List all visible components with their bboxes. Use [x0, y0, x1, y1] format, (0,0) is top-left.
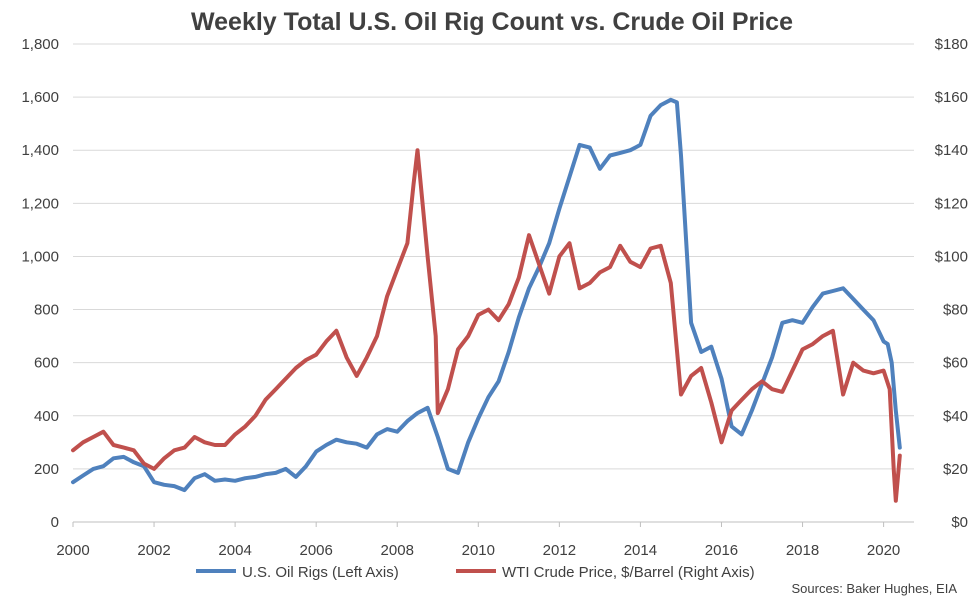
- y-left-tick-label: 1,400: [21, 142, 59, 159]
- x-tick-label: 2018: [786, 542, 819, 559]
- y-left-tick-label: 1,000: [21, 248, 59, 265]
- y-right-tick-label: $160: [935, 89, 968, 106]
- y-right-tick-label: $40: [943, 408, 968, 425]
- x-tick-label: 2000: [56, 542, 89, 559]
- legend-label: U.S. Oil Rigs (Left Axis): [242, 564, 399, 581]
- y-right-tick-label: $180: [935, 36, 968, 53]
- x-tick-label: 2020: [867, 542, 900, 559]
- x-tick-label: 2008: [381, 542, 414, 559]
- x-tick-label: 2006: [299, 542, 332, 559]
- y-left-tick-label: 200: [34, 461, 59, 478]
- gridlines: [73, 43, 914, 523]
- x-tick-label: 2012: [543, 542, 576, 559]
- chart-title: Weekly Total U.S. Oil Rig Count vs. Crud…: [191, 8, 793, 36]
- x-tick-label: 2004: [218, 542, 251, 559]
- y-left-tick-label: 600: [34, 355, 59, 372]
- x-tick-label: 2010: [462, 542, 495, 559]
- wti-price-line: [71, 148, 902, 503]
- y-left-tick-label: 0: [51, 514, 59, 531]
- y-left-tick-label: 1,200: [21, 195, 59, 212]
- series-lines: [71, 97, 902, 503]
- source-note: Sources: Baker Hughes, EIA: [792, 581, 958, 596]
- y-left-tick-label: 800: [34, 302, 59, 319]
- y-right-tick-label: $20: [943, 461, 968, 478]
- oil-rigs-line: [71, 97, 902, 493]
- y-right-tick-label: $140: [935, 142, 968, 159]
- x-tick-label: 2014: [624, 542, 657, 559]
- y-right-tick-label: $120: [935, 195, 968, 212]
- y-right-tick-label: $80: [943, 302, 968, 319]
- y-left-tick-label: 1,600: [21, 89, 59, 106]
- y-left-tick-label: 400: [34, 408, 59, 425]
- x-tick-label: 2002: [137, 542, 170, 559]
- y-axis-left: 0 200 400 600 800 1,000 1,200 1,400 1,600 1,800: [21, 36, 59, 531]
- y-right-tick-label: $100: [935, 248, 968, 265]
- y-right-tick-label: $0: [951, 514, 968, 531]
- legend-label: WTI Crude Price, $/Barrel (Right Axis): [502, 564, 755, 581]
- x-axis: 2000 2002 2004 2006 2008 2010 2012 2014 2016 2018…: [56, 522, 900, 559]
- y-left-tick-label: 1,800: [21, 36, 59, 53]
- x-tick-label: 2016: [705, 542, 738, 559]
- legend: U.S. Oil Rigs (Left Axis) WTI Crude Price…: [196, 564, 755, 581]
- y-axis-right: $0 $20 $40 $60 $80 $100 $120 $140 $160 $180: [935, 36, 968, 531]
- y-right-tick-label: $60: [943, 355, 968, 372]
